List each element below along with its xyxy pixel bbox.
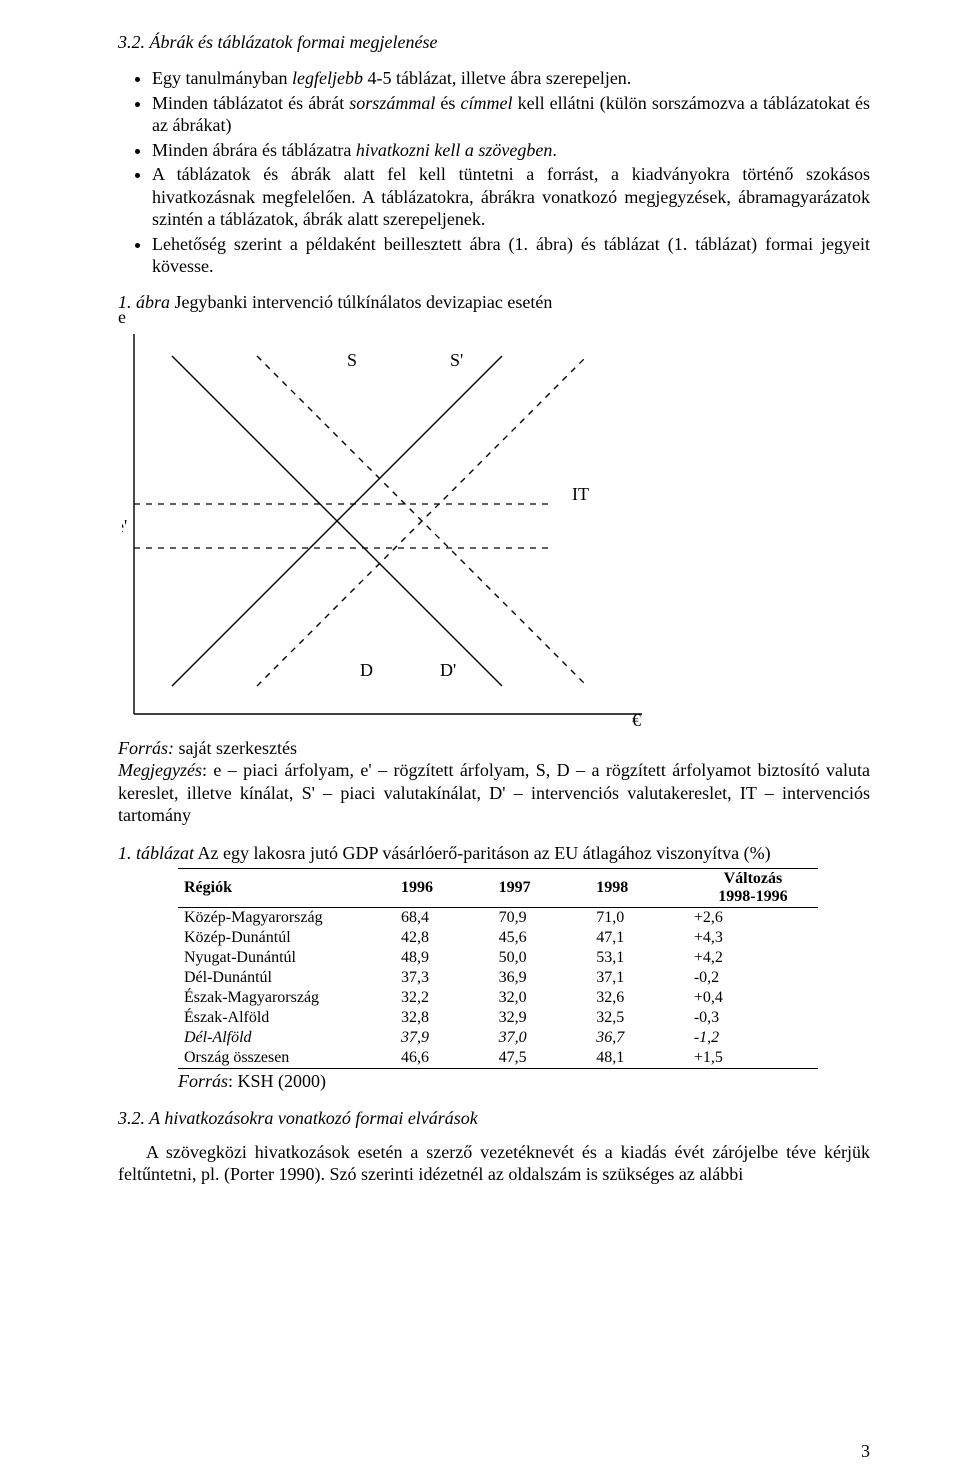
table-row: Észak-Magyarország32,232,032,6+0,4 <box>178 988 818 1008</box>
table-row: Közép-Magyarország68,470,971,0+2,6 <box>178 907 818 928</box>
table-cell: -1,2 <box>688 1028 818 1048</box>
table-row: Dél-Dunántúl37,336,937,1-0,2 <box>178 968 818 988</box>
table-row: Ország összesen46,647,548,1+1,5 <box>178 1048 818 1069</box>
table-cell: Közép-Magyarország <box>178 907 395 928</box>
figure-title-text: Jegybanki intervenció túlkínálatos deviz… <box>170 292 552 312</box>
table-cell: 70,9 <box>493 907 591 928</box>
table-cell: 50,0 <box>493 948 591 968</box>
table-source: Forrás: KSH (2000) <box>178 1071 870 1092</box>
col-change: Változás 1998-1996 <box>688 868 818 907</box>
figure-notes: Forrás: saját szerkesztés Megjegyzés: e … <box>118 737 870 827</box>
list-item: A táblázatok és ábrák alatt fel kell tün… <box>152 163 870 231</box>
table-cell: -0,2 <box>688 968 818 988</box>
table-header-row: Régiók 1996 1997 1998 Változás 1998-1996 <box>178 868 818 907</box>
figure-diagram: S S' IT e' D D' € <box>122 326 652 731</box>
table-cell: Észak-Magyarország <box>178 988 395 1008</box>
table-cell: Dél-Dunántúl <box>178 968 395 988</box>
it-label: IT <box>572 484 589 504</box>
table-source-label: Forrás <box>178 1071 228 1091</box>
col-regions: Régiók <box>178 868 395 907</box>
table-cell: +2,6 <box>688 907 818 928</box>
list-item: Egy tanulmányban legfeljebb 4-5 táblázat… <box>152 67 870 90</box>
table-cell: 37,1 <box>590 968 688 988</box>
table-cell: 42,8 <box>395 928 493 948</box>
table-cell: 32,6 <box>590 988 688 1008</box>
table-row: Nyugat-Dunántúl48,950,053,1+4,2 <box>178 948 818 968</box>
table-cell: 68,4 <box>395 907 493 928</box>
table-cell: Észak-Alföld <box>178 1008 395 1028</box>
table-cell: Dél-Alföld <box>178 1028 395 1048</box>
d-prime-label: D' <box>440 660 456 680</box>
table-cell: 48,1 <box>590 1048 688 1069</box>
s-prime-label: S' <box>450 350 463 370</box>
figure-source-value: saját szerkesztés <box>174 738 297 758</box>
e-prime-label: e' <box>122 516 127 536</box>
section-heading-references: 3.2. A hivatkozásokra vonatkozó formai e… <box>118 1108 870 1129</box>
euro-label: € <box>632 710 641 726</box>
gdp-table: Régiók 1996 1997 1998 Változás 1998-1996… <box>178 868 818 1069</box>
table-cell: 53,1 <box>590 948 688 968</box>
table-number: 1. táblázat <box>118 843 194 863</box>
table-cell: +4,3 <box>688 928 818 948</box>
table-cell: 32,8 <box>395 1008 493 1028</box>
table-cell: 46,6 <box>395 1048 493 1069</box>
list-item: Lehetőség szerint a példaként beilleszte… <box>152 233 870 278</box>
supply-demand-svg: S S' IT e' D D' € <box>122 326 652 726</box>
section-heading-figures-tables: 3.2. Ábrák és táblázatok formai megjelen… <box>118 32 870 53</box>
bullet-list: Egy tanulmányban legfeljebb 4-5 táblázat… <box>118 67 870 278</box>
col-1996: 1996 <box>395 868 493 907</box>
table-cell: 32,0 <box>493 988 591 1008</box>
table-cell: 71,0 <box>590 907 688 928</box>
figure-note-text: : e – piaci árfolyam, e' – rögzített árf… <box>118 760 870 825</box>
table-cell: 37,9 <box>395 1028 493 1048</box>
table-cell: 37,3 <box>395 968 493 988</box>
list-item: Minden táblázatot és ábrát sorszámmal és… <box>152 92 870 137</box>
s-label: S <box>347 350 357 370</box>
table-cell: -0,3 <box>688 1008 818 1028</box>
table-cell: Közép-Dunántúl <box>178 928 395 948</box>
table-cell: +4,2 <box>688 948 818 968</box>
table-cell: Nyugat-Dunántúl <box>178 948 395 968</box>
table-title: 1. táblázat Az egy lakosra jutó GDP vásá… <box>118 843 870 864</box>
table-cell: 32,9 <box>493 1008 591 1028</box>
page-number: 3 <box>861 1441 870 1462</box>
table-cell: 32,5 <box>590 1008 688 1028</box>
table-source-value: : KSH (2000) <box>228 1071 326 1091</box>
table-cell: +1,5 <box>688 1048 818 1069</box>
table-cell: 32,2 <box>395 988 493 1008</box>
figure-source-label: Forrás: <box>118 738 174 758</box>
d-label: D <box>360 660 373 680</box>
table-body: Közép-Magyarország68,470,971,0+2,6Közép-… <box>178 907 818 1068</box>
table-cell: 37,0 <box>493 1028 591 1048</box>
list-item: Minden ábrára és táblázatra hivatkozni k… <box>152 139 870 162</box>
closing-paragraph: A szövegközi hivatkozások esetén a szerz… <box>118 1141 870 1186</box>
table-cell: 36,9 <box>493 968 591 988</box>
table-row: Dél-Alföld37,937,036,7-1,2 <box>178 1028 818 1048</box>
table-cell: 48,9 <box>395 948 493 968</box>
table-cell: 36,7 <box>590 1028 688 1048</box>
table-cell: 45,6 <box>493 928 591 948</box>
figure-note-label: Megjegyzés <box>118 760 202 780</box>
col-1998: 1998 <box>590 868 688 907</box>
table-title-text: Az egy lakosra jutó GDP vásárlóerő-parit… <box>194 843 771 863</box>
table-row: Közép-Dunántúl42,845,647,1+4,3 <box>178 928 818 948</box>
table-row: Észak-Alföld32,832,932,5-0,3 <box>178 1008 818 1028</box>
col-change-line1: Változás <box>724 870 783 887</box>
col-1997: 1997 <box>493 868 591 907</box>
table-cell: 47,5 <box>493 1048 591 1069</box>
col-change-line2: 1998-1996 <box>718 888 787 905</box>
table-cell: 47,1 <box>590 928 688 948</box>
table-cell: +0,4 <box>688 988 818 1008</box>
page-container: 3.2. Ábrák és táblázatok formai megjelen… <box>0 0 960 1484</box>
table-cell: Ország összesen <box>178 1048 395 1069</box>
